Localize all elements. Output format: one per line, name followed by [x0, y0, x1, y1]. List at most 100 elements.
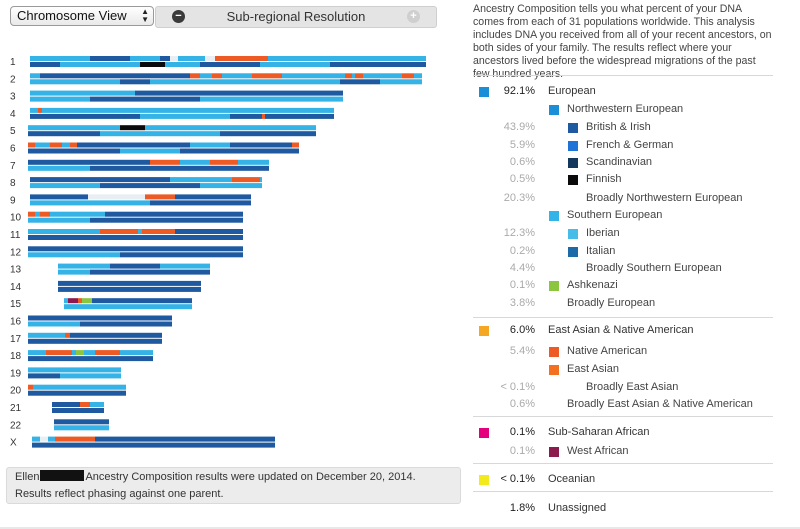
- ancestry-segment[interactable]: [95, 436, 275, 442]
- ancestry-segment[interactable]: [292, 142, 299, 148]
- ancestry-segment[interactable]: [150, 200, 251, 206]
- ancestry-segment[interactable]: [28, 373, 60, 379]
- ancestry-segment[interactable]: [30, 177, 170, 183]
- ancestry-segment[interactable]: [30, 62, 60, 67]
- ancestry-segment[interactable]: [28, 235, 243, 240]
- ancestry-segment[interactable]: [120, 79, 150, 85]
- ancestry-segment[interactable]: [100, 183, 200, 189]
- ancestry-segment[interactable]: [260, 177, 262, 183]
- ancestry-row[interactable]: 20.3% Broadly Northwestern European: [473, 190, 773, 208]
- ancestry-segment[interactable]: [140, 246, 243, 252]
- increase-resolution-button[interactable]: +: [407, 10, 420, 23]
- ancestry-segment[interactable]: [352, 73, 355, 79]
- ancestry-segment[interactable]: [260, 62, 330, 67]
- ancestry-segment[interactable]: [64, 298, 68, 304]
- ancestry-segment[interactable]: [380, 79, 422, 85]
- ancestry-segment[interactable]: [330, 62, 426, 67]
- ancestry-segment[interactable]: [28, 338, 162, 344]
- ancestry-segment[interactable]: [76, 350, 84, 356]
- ancestry-segment[interactable]: [120, 252, 243, 258]
- ancestry-segment[interactable]: [92, 298, 192, 304]
- ancestry-segment[interactable]: [363, 73, 402, 79]
- ancestry-segment[interactable]: [33, 384, 126, 390]
- ancestry-segment[interactable]: [28, 252, 120, 258]
- ancestry-segment[interactable]: [252, 73, 282, 79]
- ancestry-segment[interactable]: [215, 56, 268, 61]
- ancestry-segment[interactable]: [210, 159, 238, 165]
- ancestry-segment[interactable]: [58, 263, 110, 269]
- ancestry-segment[interactable]: [282, 73, 345, 79]
- ancestry-segment[interactable]: [140, 62, 165, 67]
- ancestry-row[interactable]: 3.8% Broadly European: [473, 295, 773, 313]
- ancestry-row[interactable]: 5.4% Native American: [473, 343, 773, 361]
- ancestry-segment[interactable]: [60, 373, 121, 379]
- ancestry-segment[interactable]: [28, 321, 80, 327]
- ancestry-segment[interactable]: [70, 142, 77, 148]
- ancestry-segment[interactable]: [120, 350, 153, 356]
- ancestry-segment[interactable]: [62, 436, 95, 442]
- ancestry-segment[interactable]: [80, 321, 172, 327]
- ancestry-segment[interactable]: [160, 263, 210, 269]
- ancestry-segment[interactable]: [82, 298, 92, 304]
- ancestry-row[interactable]: 0.1% Sub-Saharan African: [473, 424, 773, 442]
- ancestry-segment[interactable]: [40, 73, 190, 79]
- ancestry-segment[interactable]: [35, 211, 40, 217]
- ancestry-segment[interactable]: [100, 229, 138, 234]
- ancestry-segment[interactable]: [232, 177, 260, 183]
- decrease-resolution-button[interactable]: −: [172, 10, 185, 23]
- ancestry-segment[interactable]: [30, 90, 135, 96]
- ancestry-segment[interactable]: [28, 131, 100, 137]
- ancestry-segment[interactable]: [80, 402, 90, 407]
- ancestry-segment[interactable]: [230, 113, 262, 119]
- ancestry-segment[interactable]: [142, 229, 175, 234]
- ancestry-segment[interactable]: [140, 280, 201, 286]
- ancestry-segment[interactable]: [150, 79, 340, 85]
- ancestry-segment[interactable]: [95, 315, 172, 321]
- ancestry-segment[interactable]: [90, 165, 269, 171]
- ancestry-segment[interactable]: [30, 96, 90, 102]
- ancestry-segment[interactable]: [222, 73, 252, 79]
- ancestry-segment[interactable]: [28, 159, 150, 165]
- ancestry-segment[interactable]: [145, 194, 175, 200]
- ancestry-segment[interactable]: [402, 73, 414, 79]
- ancestry-segment[interactable]: [42, 107, 334, 113]
- ancestry-segment[interactable]: [140, 113, 230, 119]
- ancestry-row[interactable]: 12.3% Iberian: [473, 225, 773, 243]
- ancestry-segment[interactable]: [64, 304, 192, 310]
- ancestry-segment[interactable]: [200, 62, 260, 67]
- ancestry-row[interactable]: 0.6% Scandinavian: [473, 154, 773, 172]
- ancestry-segment[interactable]: [90, 269, 210, 275]
- ancestry-segment[interactable]: [30, 113, 140, 119]
- ancestry-segment[interactable]: [90, 402, 104, 407]
- ancestry-segment[interactable]: [180, 159, 210, 165]
- ancestry-segment[interactable]: [230, 142, 292, 148]
- ancestry-segment[interactable]: [28, 217, 90, 223]
- ancestry-segment[interactable]: [46, 350, 72, 356]
- ancestry-segment[interactable]: [90, 56, 130, 61]
- ancestry-segment[interactable]: [340, 79, 380, 85]
- ancestry-segment[interactable]: [200, 183, 262, 189]
- ancestry-segment[interactable]: [130, 56, 160, 61]
- ancestry-row[interactable]: 43.9% British & Irish: [473, 119, 773, 137]
- ancestry-segment[interactable]: [58, 286, 201, 292]
- ancestry-segment[interactable]: [30, 194, 88, 200]
- ancestry-segment[interactable]: [105, 211, 243, 217]
- ancestry-segment[interactable]: [38, 107, 42, 113]
- ancestry-segment[interactable]: [60, 62, 140, 67]
- ancestry-segment[interactable]: [72, 350, 76, 356]
- ancestry-segment[interactable]: [195, 229, 243, 234]
- ancestry-segment[interactable]: [30, 73, 40, 79]
- ancestry-row[interactable]: 0.1% Ashkenazi: [473, 277, 773, 295]
- ancestry-segment[interactable]: [90, 217, 243, 223]
- ancestry-segment[interactable]: [178, 56, 205, 61]
- ancestry-row[interactable]: 0.1% West African: [473, 443, 773, 461]
- ancestry-segment[interactable]: [355, 73, 363, 79]
- ancestry-segment[interactable]: [28, 211, 35, 217]
- ancestry-segment[interactable]: [265, 113, 334, 119]
- ancestry-segment[interactable]: [30, 79, 120, 85]
- ancestry-row[interactable]: < 0.1% Oceanian: [473, 471, 773, 489]
- ancestry-segment[interactable]: [175, 229, 195, 234]
- ancestry-row[interactable]: < 0.1% Broadly East Asian: [473, 379, 773, 397]
- ancestry-segment[interactable]: [65, 332, 70, 338]
- ancestry-segment[interactable]: [90, 96, 200, 102]
